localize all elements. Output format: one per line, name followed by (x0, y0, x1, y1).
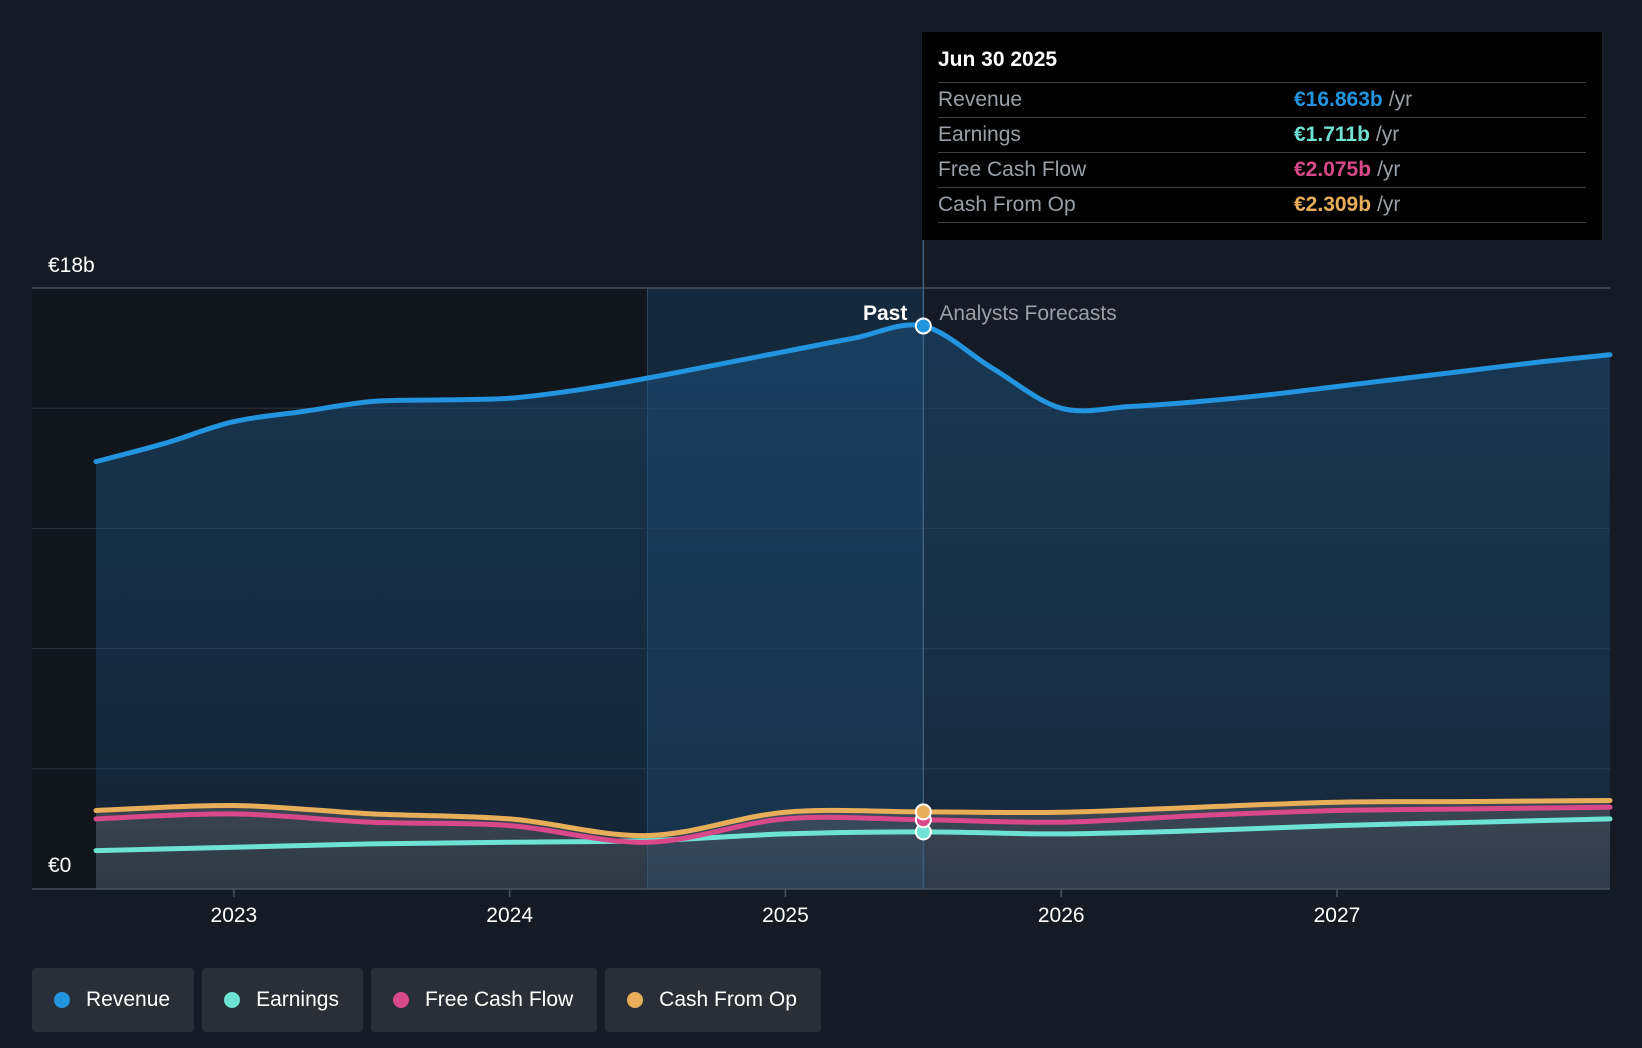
forecast-label: Analysts Forecasts (939, 302, 1116, 325)
tooltip-label: Earnings (938, 123, 1021, 146)
revenue-marker (914, 317, 932, 335)
tooltip-value: €1.711b (1294, 123, 1370, 146)
earnings-line (93, 816, 1613, 854)
x-tick-label: 2026 (1038, 904, 1085, 927)
legend-label: Revenue (86, 988, 171, 1011)
free-cash-flow-line (93, 804, 1613, 845)
cash-from-op-line (93, 798, 1613, 839)
legend-label: Free Cash Flow (424, 988, 574, 1011)
legend-label: Earnings (256, 988, 339, 1011)
legend-dot-icon (224, 992, 241, 1008)
past-label: Past (863, 302, 907, 325)
tooltip-value: €2.309b (1294, 193, 1372, 216)
y-axis-min-label: €0 (48, 854, 71, 877)
tooltip-row-free-cash-flow: Free Cash Flow €2.075b /yr (938, 153, 1586, 188)
legend-item-earnings[interactable]: Earnings (202, 968, 363, 1032)
tooltip-unit: /yr (1377, 193, 1401, 216)
tooltip-value: €2.075b (1294, 158, 1372, 181)
tooltip-value: €16.863b (1294, 88, 1383, 111)
tooltip-unit: /yr (1377, 158, 1401, 181)
legend-dot-icon (54, 992, 70, 1008)
revenue-line (93, 322, 1613, 465)
tooltip-label: Revenue (938, 88, 1023, 111)
legend-item-revenue[interactable]: Revenue (32, 968, 195, 1032)
legend-dot-icon (627, 992, 644, 1008)
legend-label: Cash From Op (659, 988, 797, 1011)
cash-from-op-marker (914, 803, 932, 821)
legend-dot-icon (392, 992, 409, 1008)
tooltip-date: Jun 30 2025 (938, 46, 1586, 83)
tooltip-row-earnings: Earnings €1.711b /yr (938, 118, 1586, 153)
revenue-area (96, 324, 1610, 890)
tooltip-label: Free Cash Flow (938, 158, 1087, 181)
x-tick-label: 2024 (486, 904, 533, 927)
tooltip-row-cash-from-op: Cash From Op €2.309b /yr (938, 188, 1586, 223)
tooltip-label: Cash From Op (938, 193, 1076, 216)
legend-item-cash-from-op[interactable]: Cash From Op (605, 968, 821, 1032)
tooltip-unit: /yr (1375, 123, 1400, 146)
x-tick-label: 2023 (211, 904, 258, 927)
legend: Revenue Earnings Free Cash Flow Cash Fro… (32, 968, 829, 1032)
tooltip-unit: /yr (1388, 88, 1413, 111)
x-tick-label: 2025 (762, 904, 809, 927)
legend-item-free-cash-flow[interactable]: Free Cash Flow (370, 968, 598, 1032)
tooltip-row-revenue: Revenue €16.863b /yr (938, 83, 1586, 118)
tooltip: Jun 30 2025 Revenue €16.863b /yr Earning… (922, 32, 1602, 240)
y-axis-max-label: €18b (48, 254, 95, 277)
x-tick-label: 2027 (1314, 904, 1361, 927)
